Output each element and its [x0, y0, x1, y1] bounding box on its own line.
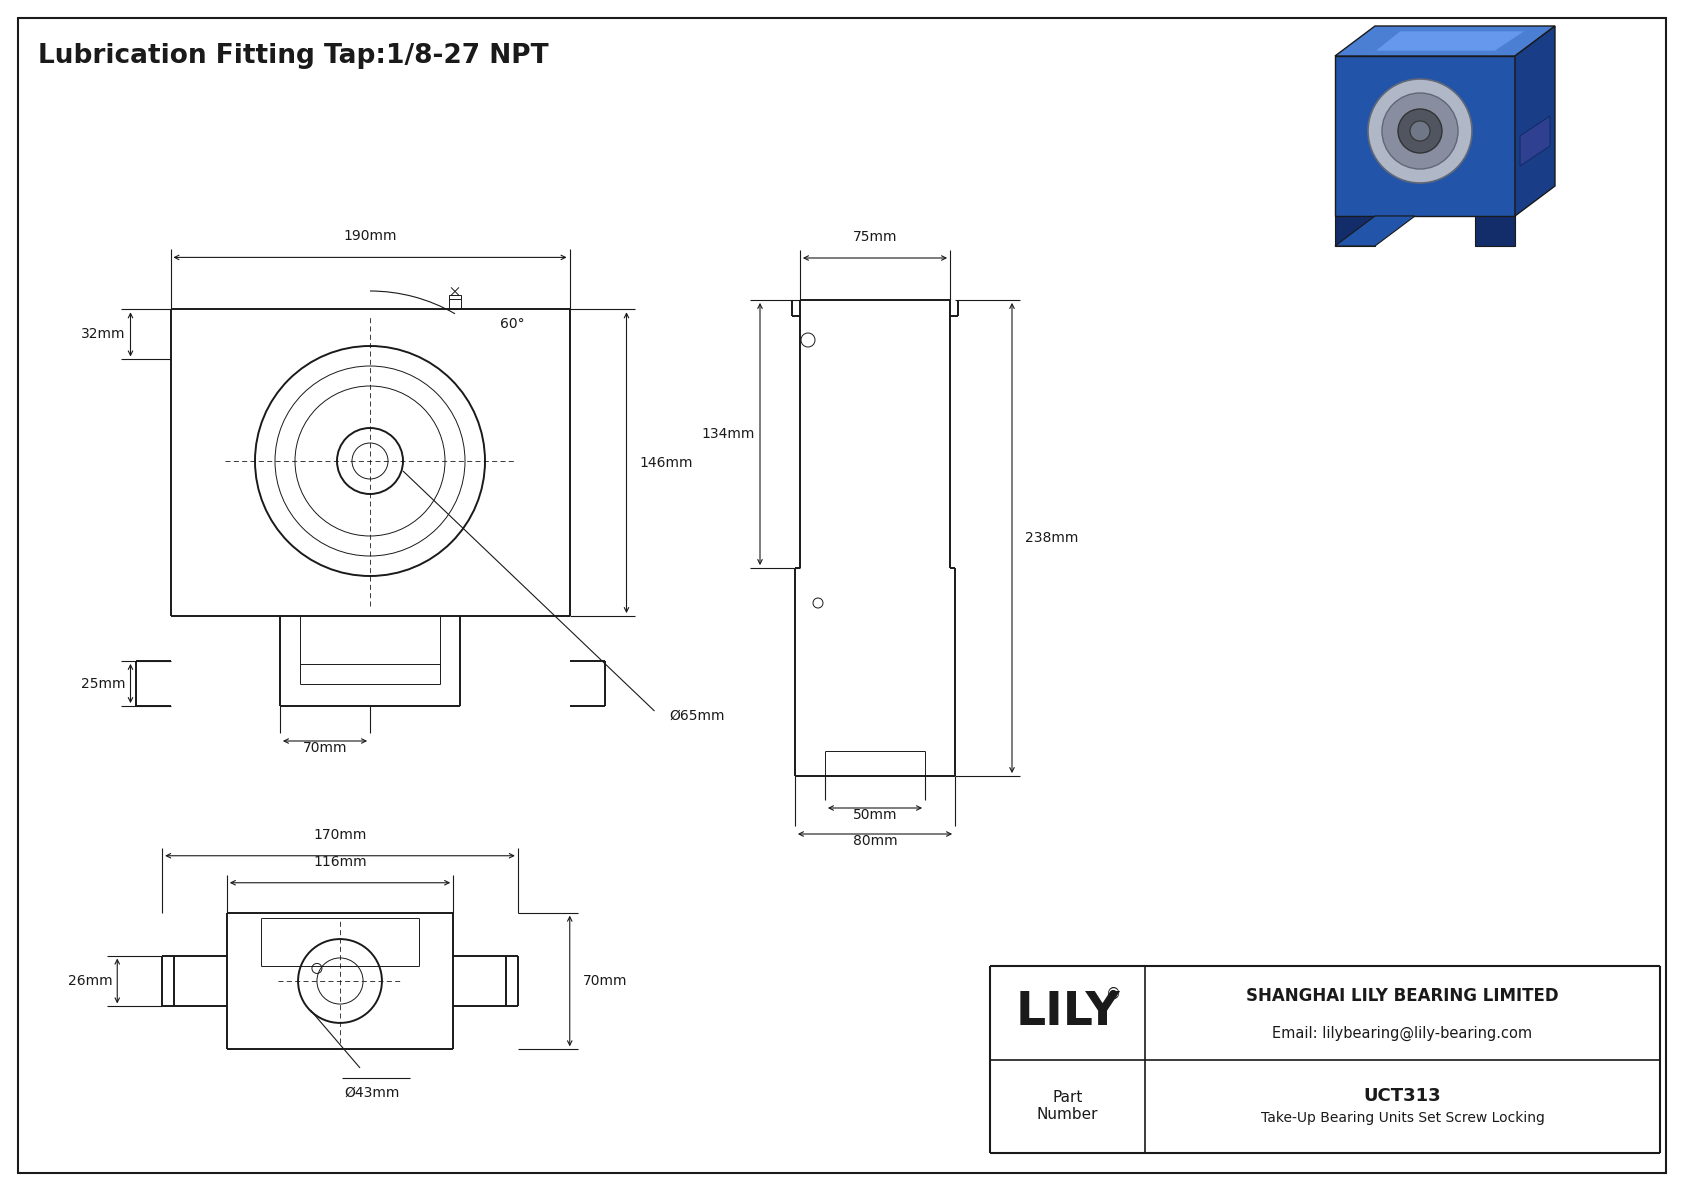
Text: 75mm: 75mm	[852, 230, 898, 244]
Text: SHANGHAI LILY BEARING LIMITED: SHANGHAI LILY BEARING LIMITED	[1246, 987, 1559, 1005]
Text: 60°: 60°	[500, 317, 525, 331]
Circle shape	[1383, 93, 1458, 169]
Polygon shape	[1335, 216, 1415, 247]
Polygon shape	[1376, 31, 1526, 51]
Text: 170mm: 170mm	[313, 828, 367, 842]
Text: ®: ®	[1105, 987, 1122, 1003]
Text: Ø43mm: Ø43mm	[344, 1086, 399, 1100]
Text: 70mm: 70mm	[583, 974, 626, 989]
Text: 80mm: 80mm	[852, 834, 898, 848]
Text: Ø65mm: Ø65mm	[670, 709, 726, 723]
Text: 32mm: 32mm	[81, 328, 126, 342]
Text: Part
Number: Part Number	[1037, 1090, 1098, 1122]
Text: UCT313: UCT313	[1364, 1087, 1442, 1105]
Circle shape	[1367, 79, 1472, 183]
Bar	[450, 295, 461, 310]
Polygon shape	[1521, 116, 1549, 166]
Text: 190mm: 190mm	[344, 230, 397, 243]
Text: LILY: LILY	[1015, 990, 1120, 1035]
Polygon shape	[1475, 216, 1516, 247]
Text: 146mm: 146mm	[640, 456, 694, 469]
Text: 238mm: 238mm	[1026, 531, 1078, 545]
Text: 25mm: 25mm	[81, 676, 126, 691]
Polygon shape	[1335, 56, 1516, 216]
Text: 50mm: 50mm	[852, 807, 898, 822]
Text: Take-Up Bearing Units Set Screw Locking: Take-Up Bearing Units Set Screw Locking	[1261, 1111, 1544, 1125]
Text: Email: lilybearing@lily-bearing.com: Email: lilybearing@lily-bearing.com	[1273, 1025, 1532, 1041]
Text: 116mm: 116mm	[313, 855, 367, 868]
Text: Lubrication Fitting Tap:1/8-27 NPT: Lubrication Fitting Tap:1/8-27 NPT	[39, 43, 549, 69]
Text: 26mm: 26mm	[67, 974, 113, 989]
Circle shape	[1398, 110, 1442, 152]
Polygon shape	[1516, 26, 1554, 216]
Polygon shape	[1335, 216, 1376, 247]
Polygon shape	[1335, 26, 1554, 56]
Text: 70mm: 70mm	[303, 741, 347, 755]
Circle shape	[1410, 121, 1430, 141]
Text: 134mm: 134mm	[702, 428, 754, 441]
